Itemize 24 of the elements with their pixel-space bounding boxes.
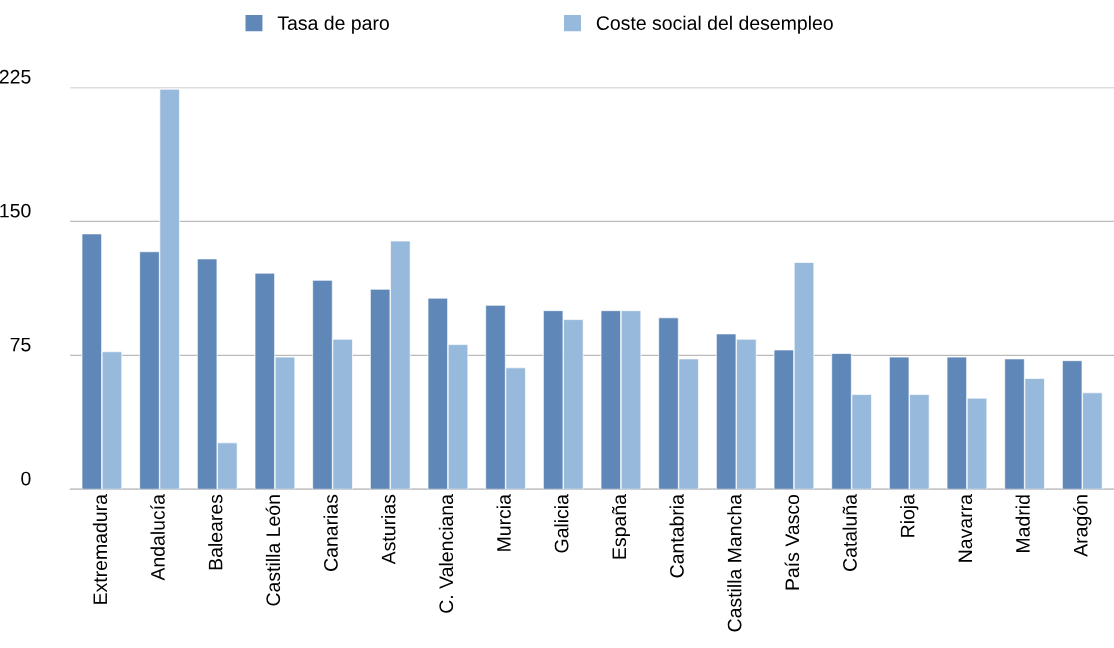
x-tick-label: Castilla Mancha bbox=[727, 494, 742, 632]
legend-label: Coste social del desempleo bbox=[596, 15, 833, 34]
x-tick-label: Baleares bbox=[208, 494, 223, 570]
x-tick-label: Aragón bbox=[1073, 495, 1092, 557]
x-tick-label: Cantabria bbox=[669, 494, 684, 578]
x-tick-label: Cataluña bbox=[842, 494, 857, 571]
y-tick-label: 225 bbox=[0, 69, 31, 84]
x-tick-label: País Vasco bbox=[784, 494, 800, 590]
x-tick-label: C. Valenciana bbox=[438, 494, 454, 613]
x-tick-label: Galicia bbox=[554, 494, 569, 553]
x-tick-label: Madrid bbox=[1015, 495, 1030, 552]
legend-label: Tasa de paro bbox=[277, 15, 389, 34]
y-tick-label: 75 bbox=[10, 337, 31, 352]
y-tick-label: 150 bbox=[0, 203, 31, 218]
x-tick-label: Murcia bbox=[496, 494, 511, 551]
x-tick-label: Extremadura bbox=[92, 494, 108, 604]
x-tick-label: Canarias bbox=[323, 494, 338, 571]
x-tick-label: España bbox=[612, 494, 630, 559]
x-tick-label: Navarra bbox=[958, 494, 973, 562]
x-tick-label: Rioja bbox=[900, 494, 919, 537]
x-tick-label: Andalucía bbox=[150, 494, 165, 581]
x-tick-label: Asturias bbox=[381, 494, 396, 565]
y-tick-label: 0 bbox=[21, 471, 31, 486]
x-tick-label: Castilla León bbox=[265, 495, 281, 606]
